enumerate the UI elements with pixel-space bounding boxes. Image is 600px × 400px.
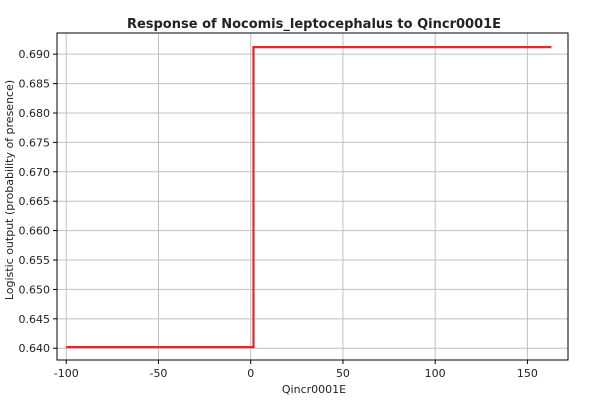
x-axis-label: Qincr0001E: [282, 383, 346, 396]
y-tick-label: 0.660: [19, 225, 51, 238]
y-tick-label: 0.665: [19, 195, 51, 208]
x-tick-label: -100: [54, 367, 79, 380]
grid-lines: [57, 33, 568, 360]
x-tick-label: 150: [517, 367, 538, 380]
x-axis-ticks: -100 -50 0 50 100 150: [54, 360, 538, 380]
plot-frame: [56, 32, 569, 361]
x-tick-label: 0: [247, 367, 254, 380]
response-curve: [66, 45, 552, 349]
y-axis-ticks: 0.640 0.645 0.650 0.655 0.660 0.665 0.670 0.675…: [19, 48, 57, 355]
y-tick-label: 0.645: [19, 313, 51, 326]
chart-title: Response of Nocomis_leptocephalus to Qin…: [127, 17, 501, 32]
y-tick-label: 0.675: [19, 136, 51, 149]
y-axis-label: Logistic output (probability of presence…: [3, 80, 16, 300]
y-tick-label: 0.650: [19, 283, 51, 296]
y-tick-label: 0.680: [19, 107, 51, 120]
x-tick-label: 50: [336, 367, 350, 380]
series-layer: [66, 45, 552, 349]
y-tick-label: 0.655: [19, 254, 51, 267]
x-tick-label: 100: [425, 367, 446, 380]
y-tick-label: 0.690: [19, 48, 51, 61]
y-tick-label: 0.670: [19, 166, 51, 179]
x-tick-label: -50: [149, 367, 167, 380]
y-tick-label: 0.685: [19, 78, 51, 91]
y-tick-label: 0.640: [19, 342, 51, 355]
